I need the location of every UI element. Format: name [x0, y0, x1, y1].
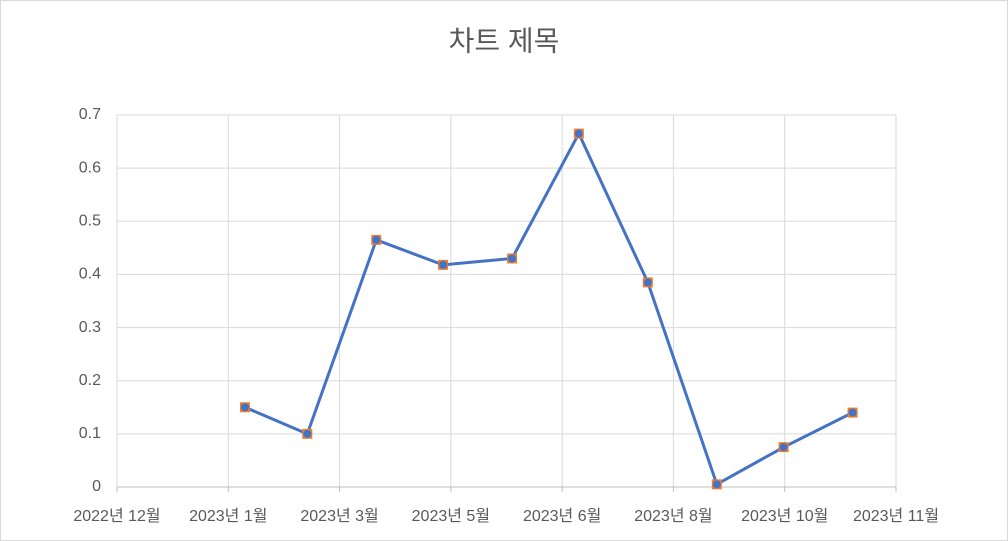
marker — [847, 407, 858, 418]
marker — [507, 253, 518, 264]
x-tick-label: 2023년 10월 — [741, 507, 828, 525]
marker-dot — [712, 480, 721, 489]
marker — [438, 259, 449, 270]
marker — [302, 428, 313, 439]
marker-dot — [779, 443, 788, 452]
marker-dot — [240, 403, 249, 412]
x-tick-label: 2023년 3월 — [300, 507, 378, 525]
marker — [371, 234, 382, 245]
marker — [573, 128, 584, 139]
y-tick-label: 0.7 — [79, 106, 101, 123]
y-tick-label: 0.5 — [79, 213, 101, 230]
marker-dot — [643, 278, 652, 287]
y-tick-label: 0 — [92, 478, 101, 495]
marker — [239, 402, 250, 413]
y-tick-label: 0.1 — [79, 425, 101, 442]
y-tick-label: 0.4 — [79, 266, 101, 283]
x-tick-label: 2023년 11월 — [853, 507, 939, 525]
marker-dot — [848, 408, 857, 417]
marker-dot — [372, 235, 381, 244]
x-tick-label: 2023년 5월 — [412, 507, 490, 525]
y-tick-label: 0.3 — [79, 319, 101, 336]
chart-title: 차트 제목 — [449, 25, 560, 56]
line — [244, 130, 854, 487]
marker — [711, 479, 722, 490]
marker-dot — [574, 129, 583, 138]
marker-dot — [439, 260, 448, 269]
y-tick-label: 0.2 — [79, 372, 101, 389]
y-tick-label: 0.6 — [79, 159, 101, 176]
x-tick-label: 2023년 6월 — [523, 507, 601, 525]
x-tick-label: 2022년 12월 — [73, 507, 160, 525]
x-tick-label: 2023년 1월 — [189, 507, 267, 525]
marker-dot — [508, 254, 517, 263]
marker — [778, 442, 789, 453]
marker-dot — [303, 429, 312, 438]
marker — [642, 277, 653, 288]
x-tick-label: 2023년 8월 — [634, 507, 712, 525]
